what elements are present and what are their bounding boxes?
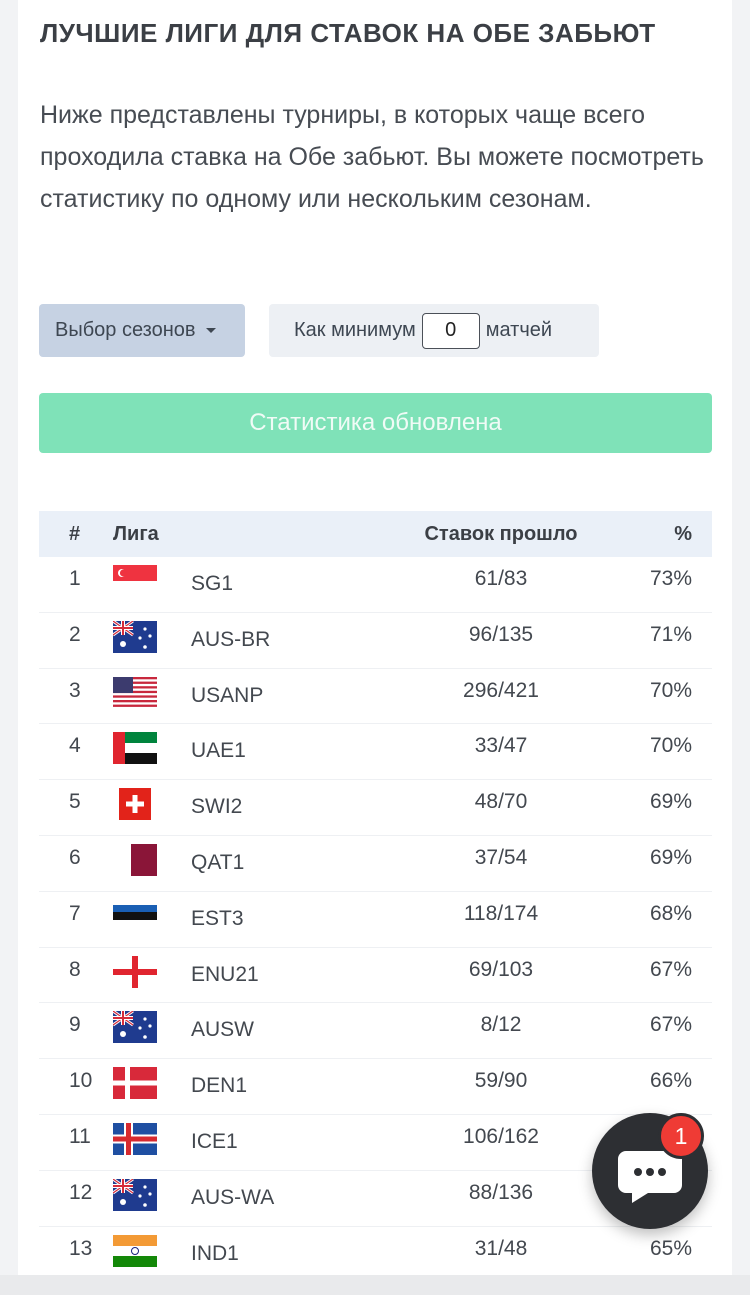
row-league[interactable]: EST3 xyxy=(191,906,244,930)
table-row: 4 UAE1 33/47 70% xyxy=(39,724,712,781)
header-league: Лига xyxy=(113,522,159,545)
row-pct: 70% xyxy=(649,678,692,702)
australia-flag-icon xyxy=(113,1003,191,1044)
switzerland-flag-icon xyxy=(113,780,191,821)
chat-notification-badge: 1 xyxy=(658,1113,704,1159)
table-row: 7 EST3 118/174 68% xyxy=(39,892,712,948)
row-passed: 37/54 xyxy=(474,845,528,869)
row-num: 10 xyxy=(69,1069,93,1093)
table-row: 1 SG1 61/83 73% xyxy=(39,557,712,613)
row-num: 8 xyxy=(69,957,81,981)
row-num: 3 xyxy=(69,678,81,702)
row-league[interactable]: DEN1 xyxy=(191,1074,248,1098)
row-pct: 71% xyxy=(649,622,692,646)
row-passed: 69/103 xyxy=(468,957,534,981)
row-passed: 118/174 xyxy=(463,901,539,925)
australia-flag-icon xyxy=(113,1171,191,1211)
row-pct: 69% xyxy=(649,790,692,814)
row-league[interactable]: SG1 xyxy=(191,572,234,595)
australia-flag-icon xyxy=(113,613,191,653)
table-row: 8 ENU21 69/103 67% xyxy=(39,948,712,1004)
header-passed: Ставок прошло xyxy=(424,522,578,545)
england-flag-icon xyxy=(113,948,191,988)
row-pct: 67% xyxy=(649,957,692,981)
row-num: 12 xyxy=(69,1180,93,1204)
row-passed: 48/70 xyxy=(474,790,528,814)
denmark-flag-icon xyxy=(113,1059,191,1100)
row-pct: 66% xyxy=(649,1069,692,1093)
table-row: 10 DEN1 59/90 66% xyxy=(39,1059,712,1115)
row-passed: 88/136 xyxy=(468,1180,534,1204)
row-passed: 8/12 xyxy=(480,1013,522,1037)
content-card: ЛУЧШИЕ ЛИГИ ДЛЯ СТАВОК НА ОБЕ ЗАБЬЮТ Ниж… xyxy=(18,0,732,1283)
row-league[interactable]: USANP xyxy=(191,683,264,707)
row-pct: 70% xyxy=(649,734,692,758)
row-league[interactable]: IND1 xyxy=(191,1241,239,1265)
chat-button[interactable] xyxy=(592,1113,708,1229)
row-passed: 296/421 xyxy=(463,678,539,702)
table-row: 2 AUS-BR 96/135 71% xyxy=(39,613,712,669)
page-title: ЛУЧШИЕ ЛИГИ ДЛЯ СТАВОК НА ОБЕ ЗАБЬЮТ xyxy=(40,18,656,48)
row-league[interactable]: AUS-BR xyxy=(191,627,271,651)
page-description: Ниже представлены турниры, в которых чащ… xyxy=(40,101,704,213)
row-pct: 67% xyxy=(649,1013,692,1037)
table-body: 1 SG1 61/83 73% 2 AUS-BR 96/135 71% 3 USANP 296/42… xyxy=(39,557,712,1283)
india-flag-icon xyxy=(113,1227,191,1267)
min-matches-suffix: матчей xyxy=(485,319,553,341)
table-header: # Лига Ставок прошло % xyxy=(39,511,712,557)
table-row: 13 IND1 31/48 65% xyxy=(39,1227,712,1283)
row-league[interactable]: UAE1 xyxy=(191,739,246,763)
row-pct: 69% xyxy=(649,845,692,869)
row-passed: 61/83 xyxy=(474,567,528,590)
uae-flag-icon xyxy=(113,724,191,765)
row-league[interactable]: ENU21 xyxy=(191,962,259,986)
usa-flag-icon xyxy=(113,669,191,709)
row-league[interactable]: QAT1 xyxy=(191,850,245,874)
row-league[interactable]: ICE1 xyxy=(191,1129,238,1153)
header-pct: % xyxy=(674,522,692,545)
min-matches-input[interactable] xyxy=(421,312,480,349)
row-passed: 96/135 xyxy=(468,622,534,646)
table-row: 3 USANP 296/421 70% xyxy=(39,669,712,725)
row-num: 11 xyxy=(69,1124,91,1148)
header-num: # xyxy=(69,522,81,545)
table-row: 12 AUS-WA 88/136 xyxy=(39,1171,712,1227)
estonia-flag-icon xyxy=(113,892,191,932)
row-league[interactable]: AUSW xyxy=(191,1018,254,1042)
table-row: 11 ICE1 106/162 xyxy=(39,1115,712,1171)
leagues-table: # Лига Ставок прошло % 1 SG1 61/83 73% 2 AUS-… xyxy=(39,511,712,1283)
row-passed: 59/90 xyxy=(474,1069,528,1093)
chat-bubble-icon xyxy=(618,1151,682,1203)
min-matches-group: Как минимум матчей xyxy=(269,304,599,357)
row-num: 6 xyxy=(69,845,81,869)
table-row: 5 SWI2 48/70 69% xyxy=(39,780,712,836)
row-num: 2 xyxy=(69,622,81,646)
row-league[interactable]: SWI2 xyxy=(191,795,243,819)
bottom-bar xyxy=(0,1275,750,1295)
row-pct: 73% xyxy=(649,567,692,590)
row-passed: 33/47 xyxy=(474,734,528,758)
qatar-flag-icon xyxy=(113,836,191,876)
row-num: 5 xyxy=(69,790,81,814)
row-passed: 31/48 xyxy=(474,1236,528,1260)
caret-down-icon xyxy=(205,328,216,333)
min-matches-prefix: Как минимум xyxy=(294,319,416,341)
row-num: 7 xyxy=(69,901,81,925)
table-row: 6 QAT1 37/54 69% xyxy=(39,836,712,892)
status-updated-button[interactable]: Статистика обновлена xyxy=(39,393,712,453)
row-passed: 106/162 xyxy=(463,1124,539,1148)
row-num: 9 xyxy=(69,1013,81,1037)
iceland-flag-icon xyxy=(113,1115,191,1155)
season-select-label: Выбор сезонов xyxy=(55,319,196,341)
row-league[interactable]: AUS-WA xyxy=(191,1185,275,1209)
row-pct: 68% xyxy=(649,901,692,925)
table-row: 9 AUSW 8/12 67% xyxy=(39,1003,712,1060)
row-num: 4 xyxy=(69,734,81,758)
season-select-button[interactable]: Выбор сезонов xyxy=(39,304,245,357)
row-pct: 65% xyxy=(649,1236,692,1260)
singapore-flag-icon xyxy=(113,557,191,597)
row-num: 1 xyxy=(69,567,81,590)
row-num: 13 xyxy=(69,1236,93,1260)
